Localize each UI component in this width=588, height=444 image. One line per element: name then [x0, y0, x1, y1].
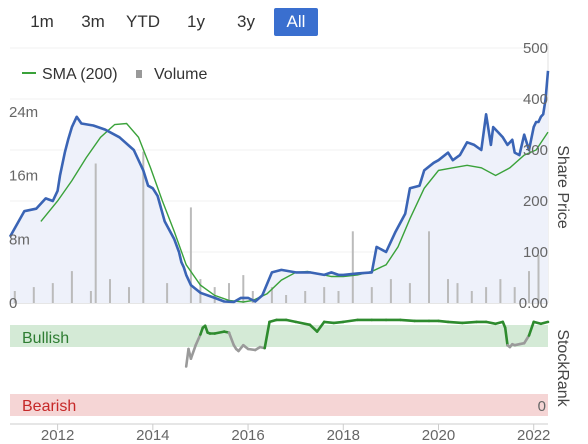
volume-bar: [270, 287, 273, 303]
stockrank-line-segment: [213, 330, 226, 335]
volume-bar: [285, 295, 288, 303]
volume-bar: [456, 283, 459, 303]
volume-bar: [199, 279, 202, 303]
volume-bar: [128, 287, 130, 303]
stockrank-line-segment: [322, 320, 336, 325]
volume-bar: [304, 291, 307, 303]
volume-bar: [189, 207, 192, 303]
volume-bar: [499, 279, 502, 303]
volume-bar: [537, 255, 540, 303]
bearish-band: [10, 394, 548, 416]
volume-bar: [485, 287, 488, 303]
stockrank-line-segment: [522, 334, 531, 345]
stockrank-line-segment: [294, 320, 312, 327]
volume-bar: [370, 287, 373, 303]
volume-bar: [94, 163, 97, 303]
volume-bar: [51, 283, 54, 303]
volume-bar: [337, 291, 340, 303]
volume-bar: [166, 283, 169, 303]
stockrank-tick-label: 0: [538, 398, 546, 415]
stockrank-line-segment: [332, 320, 345, 325]
stockrank-line-segment: [284, 318, 298, 324]
stockrank-line-segment: [437, 319, 450, 324]
stockrank-line-segment: [341, 318, 359, 324]
legend-sma-label: SMA (200): [42, 66, 118, 83]
stockrank-line-segment: [527, 320, 536, 337]
bullish-band: [10, 325, 548, 347]
price-axis-title: Share Price: [554, 145, 571, 229]
stockrank-line-segment: [503, 326, 509, 347]
volume-tick-label: 0: [9, 295, 17, 312]
stockrank-line-segment: [484, 320, 497, 326]
x-tick-label: 2020: [422, 427, 455, 444]
volume-bar: [389, 279, 392, 303]
volume-bar: [13, 291, 16, 303]
volume-bar: [447, 279, 449, 303]
x-tick-label: 2018: [327, 427, 360, 444]
price-area-fill: [10, 70, 548, 304]
range-1y-button[interactable]: 1y: [187, 12, 205, 31]
stockrank-line-segment: [194, 333, 202, 347]
volume-tick-label: 24m: [9, 104, 38, 121]
volume-tick-label: 8m: [9, 231, 30, 248]
volume-bar: [89, 291, 92, 303]
stockrank-line-segment: [263, 320, 271, 350]
volume-bar: [470, 291, 473, 303]
square-icon: [136, 70, 142, 78]
volume-bar: [323, 287, 326, 303]
stockrank-line-segment: [189, 343, 197, 361]
price-tick-label: 0.00: [519, 295, 548, 312]
x-tick-label: 2022: [517, 427, 550, 444]
range-3m-button[interactable]: 3m: [81, 12, 105, 31]
range-selector: 1m 3m YTD 1y 3y All: [0, 0, 588, 44]
share-price-line: [8, 70, 550, 304]
stockrank-line-segment: [308, 323, 319, 333]
range-all-button[interactable]: All: [274, 8, 318, 36]
volume-bar: [228, 283, 230, 303]
volume-bar: [428, 231, 430, 303]
volume-bar: [109, 279, 111, 303]
stockrank-line-segment: [227, 331, 236, 347]
x-tick-label: 2012: [41, 427, 74, 444]
volume-bar: [32, 287, 35, 303]
price-tick-label: 400: [523, 91, 548, 108]
volume-bar: [251, 291, 254, 303]
stockrank-line-segment: [315, 320, 326, 333]
range-3y-button[interactable]: 3y: [237, 12, 255, 31]
volume-bar: [70, 271, 73, 303]
volume-tick-label: 16m: [9, 168, 38, 185]
price-tick-label: 200: [523, 193, 548, 210]
price-tick-label: 100: [523, 244, 548, 261]
volume-bar: [408, 283, 411, 303]
volume-bar: [528, 271, 530, 303]
bearish-label: Bearish: [22, 398, 76, 415]
range-1m-button[interactable]: 1m: [30, 12, 54, 31]
stockrank-line-segment: [460, 320, 478, 325]
stockrank-axis-title: StockRank: [554, 329, 571, 407]
volume-bar: [513, 287, 516, 303]
volume-bar: [242, 275, 245, 303]
bullish-label: Bullish: [22, 330, 69, 347]
legend-volume-label: Volume: [154, 66, 207, 83]
price-tick-label: 300: [523, 142, 548, 159]
volume-bar: [142, 151, 145, 303]
stockrank-line-segment: [446, 320, 464, 325]
x-tick-label: 2014: [136, 427, 169, 444]
volume-bar: [351, 231, 354, 303]
stockrank-line-segment: [399, 318, 417, 323]
price-tick-label: 500: [523, 40, 548, 57]
x-tick-label: 2016: [231, 427, 264, 444]
range-ytd-button[interactable]: YTD: [126, 12, 160, 31]
stockrank-line-segment: [539, 320, 550, 326]
